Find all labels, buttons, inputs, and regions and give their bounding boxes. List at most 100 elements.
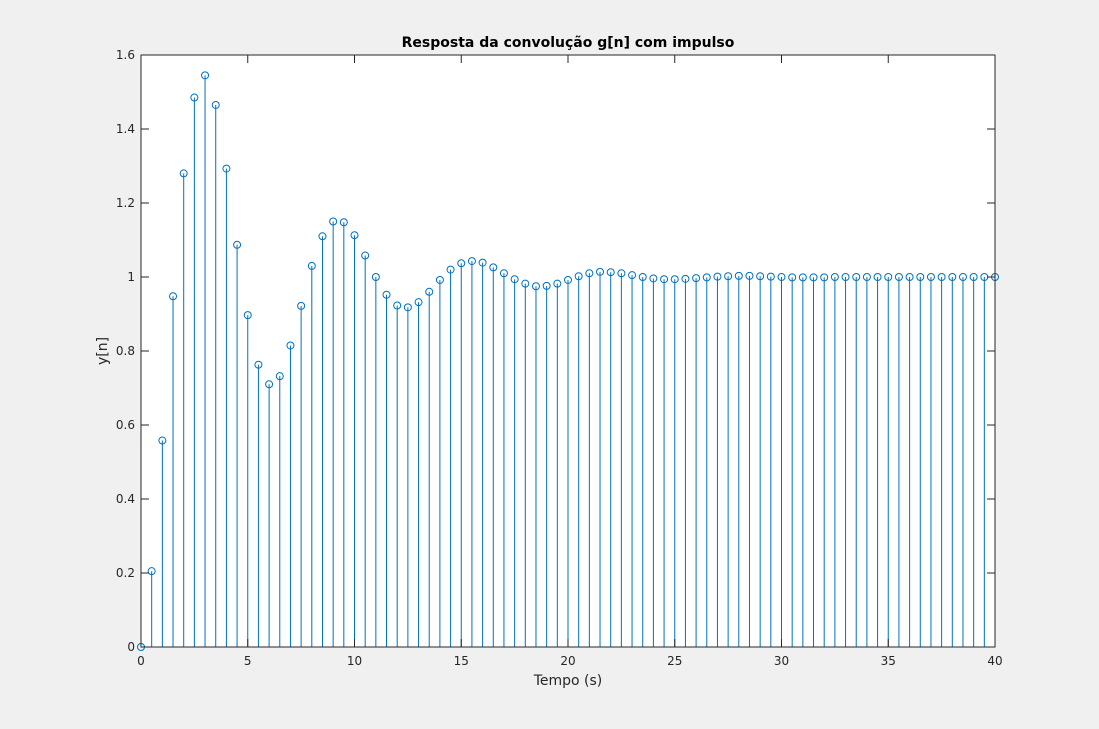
stem-point <box>265 380 274 647</box>
stem-marker <box>339 218 348 227</box>
stem-point <box>489 263 498 647</box>
stem-marker <box>457 259 466 268</box>
y-tick-label: 1.2 <box>116 196 135 210</box>
stem-marker <box>606 268 615 277</box>
stem-marker <box>307 261 316 270</box>
stem-marker <box>275 372 284 381</box>
stem-marker <box>222 164 231 173</box>
chart-title: Resposta da convolução g[n] com impulso <box>402 35 735 51</box>
stem-point <box>243 311 252 647</box>
stem-point <box>510 275 519 647</box>
stem-marker <box>318 232 327 241</box>
stem-marker <box>233 240 242 249</box>
y-tick-label: 0.2 <box>116 566 135 580</box>
x-tick-label: 30 <box>774 654 789 668</box>
stem-point <box>660 275 669 647</box>
stem-point <box>820 273 829 647</box>
stem-marker <box>585 269 594 278</box>
stem-point <box>937 273 946 647</box>
stem-point <box>435 275 444 647</box>
stem-marker <box>788 273 797 282</box>
stem-point <box>542 281 551 647</box>
stem-marker <box>852 273 861 281</box>
stem-marker <box>510 275 519 284</box>
stem-marker <box>702 273 711 282</box>
stem-point <box>809 273 818 647</box>
stem-point <box>286 341 295 647</box>
stem-marker <box>734 271 743 280</box>
y-tick-label: 1.6 <box>116 48 135 62</box>
stem-point <box>531 282 540 647</box>
stem-point <box>958 273 967 647</box>
stem-marker <box>361 251 370 260</box>
stem-point <box>830 273 839 647</box>
stem-marker <box>969 273 978 281</box>
stem-marker <box>958 273 967 281</box>
stem-marker <box>948 273 957 281</box>
stem-marker <box>265 380 274 389</box>
stem-marker <box>820 273 829 282</box>
stem-point <box>894 273 903 647</box>
stem-point <box>190 93 199 647</box>
stem-point <box>702 273 711 647</box>
stem-marker <box>382 290 391 299</box>
stem-point <box>852 273 861 647</box>
stem-point <box>606 268 615 647</box>
stem-marker <box>756 272 765 281</box>
stem-point <box>756 272 765 647</box>
stem-point <box>275 372 284 647</box>
stem-point <box>948 273 957 647</box>
stem-point <box>638 273 647 647</box>
stem-point <box>478 258 487 647</box>
stem-marker <box>724 272 733 281</box>
stem-marker <box>681 274 690 283</box>
stem-marker <box>638 273 647 281</box>
stem-marker <box>169 292 178 301</box>
stem-marker <box>873 273 882 281</box>
stem-point <box>222 164 231 647</box>
stem-point <box>905 273 914 647</box>
stem-point <box>553 279 562 647</box>
stem-marker <box>564 275 572 284</box>
stem-marker <box>254 360 263 369</box>
stem-point <box>254 360 263 647</box>
x-tick-label: 10 <box>347 654 362 668</box>
x-tick-label: 15 <box>454 654 469 668</box>
stem-point <box>201 71 210 647</box>
y-axis-ticks: 0 0.2 0.4 0.6 0.8 1 1.2 1.4 1.6 <box>116 48 995 654</box>
y-tick-label: 0.4 <box>116 492 135 506</box>
stem-marker <box>660 275 669 284</box>
stem-marker <box>574 272 583 281</box>
stem-point <box>403 303 412 647</box>
stem-marker <box>147 567 156 576</box>
stem-marker <box>905 273 914 281</box>
stem-marker <box>286 341 295 350</box>
stem-marker <box>862 273 871 281</box>
stem-point <box>692 274 701 647</box>
stem-marker <box>916 273 925 281</box>
stem-marker <box>713 272 722 281</box>
stem-point <box>233 240 242 647</box>
stem-point <box>521 279 530 647</box>
stem-point <box>713 272 722 647</box>
stem-marker <box>596 267 605 276</box>
stem-point <box>446 265 455 647</box>
stem-point <box>841 273 850 647</box>
stem-point <box>169 292 178 647</box>
stem-point <box>574 272 583 647</box>
stem-marker <box>179 169 188 178</box>
stem-point <box>297 301 306 647</box>
stem-point <box>467 257 476 647</box>
stem-marker <box>521 279 530 288</box>
stem-marker <box>190 93 199 102</box>
stem-point <box>649 274 658 647</box>
stem-marker <box>467 257 476 266</box>
stem-point <box>777 273 786 647</box>
stem-marker <box>531 282 540 291</box>
stem-marker <box>329 217 338 226</box>
x-tick-label: 25 <box>667 654 682 668</box>
x-axis-ticks: 0 5 10 15 20 25 30 35 40 <box>137 55 1003 668</box>
y-tick-label: 1 <box>127 270 135 284</box>
